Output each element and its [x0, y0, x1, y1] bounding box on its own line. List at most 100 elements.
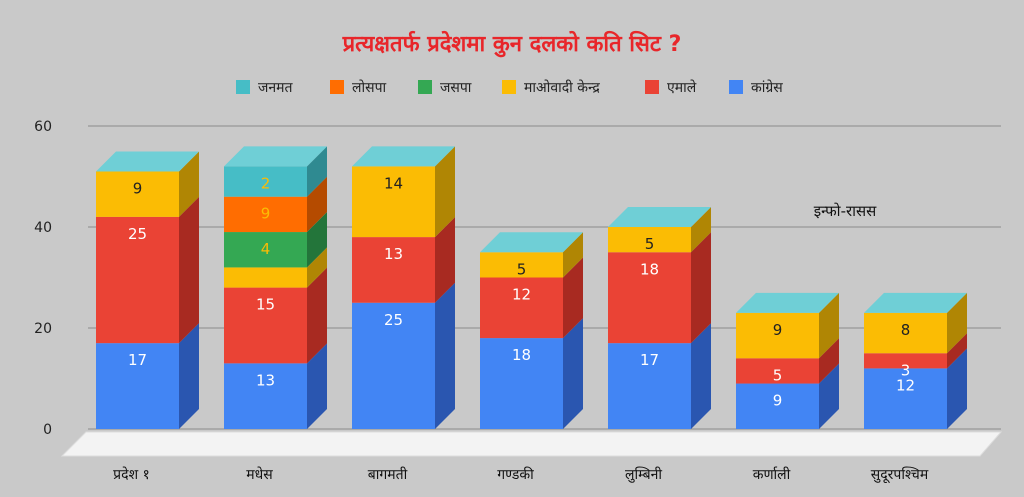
legend-swatch: [729, 80, 743, 94]
data-label: 5: [645, 235, 655, 253]
legend-swatch: [418, 80, 432, 94]
legend-label: कांग्रेस: [751, 79, 783, 96]
bar-segment-side: [691, 207, 711, 253]
bar-top-face: [864, 292, 967, 313]
category-label: सुदूरपश्चिम: [871, 466, 929, 484]
bar-segment: [608, 252, 691, 344]
data-label: 3: [901, 361, 911, 379]
category-label: लुम्बिनी: [625, 466, 662, 483]
bar-segment: [224, 287, 307, 364]
bar-segment: [480, 252, 563, 278]
data-label: 5: [517, 260, 527, 278]
bar-segment-side: [307, 176, 327, 233]
data-label: 18: [512, 346, 531, 364]
bar-top-face: [480, 232, 583, 253]
bar-segment-side: [819, 338, 839, 384]
bar-segment-side: [563, 257, 583, 339]
y-tick-label: 60: [34, 119, 52, 135]
bar-segment-side: [819, 292, 839, 359]
legend-label: लोसपा: [352, 79, 387, 96]
bar-segment-side: [307, 267, 327, 364]
data-label: 8: [901, 321, 911, 339]
data-label: 4: [261, 240, 271, 258]
data-label: 18: [640, 260, 659, 278]
bar-segment: [608, 227, 691, 253]
category-label: प्रदेश १: [113, 466, 150, 483]
data-label: 12: [512, 286, 531, 304]
category-label: बागमती: [368, 466, 408, 483]
bar-segment: [736, 312, 819, 359]
bar-segment: [352, 302, 435, 429]
bar-segment: [480, 277, 563, 339]
y-tick-label: 20: [34, 321, 52, 337]
legend-label: जनमत: [258, 80, 294, 96]
bar-segment: [224, 232, 307, 268]
bar-segment-side: [179, 196, 199, 344]
bar-top-face: [224, 146, 327, 167]
bar-segment-side: [307, 247, 327, 288]
category-label: गण्डकी: [497, 466, 534, 483]
bar-segment-side: [307, 212, 327, 268]
bar-segment-side: [691, 232, 711, 344]
y-tick-label: 0: [43, 422, 52, 438]
data-label: 13: [384, 245, 403, 263]
bar-segment: [352, 237, 435, 303]
legend-swatch: [236, 80, 250, 94]
bar-top-face: [736, 292, 839, 313]
bar-top-face: [96, 151, 199, 172]
bar-segment: [864, 353, 947, 369]
bar-segment-side: [435, 146, 455, 238]
data-label: 17: [128, 351, 147, 369]
bar-segment: [224, 166, 307, 197]
bar-segment: [480, 338, 563, 429]
legend-swatch: [330, 80, 344, 94]
bar-segment-side: [563, 232, 583, 278]
bar-segment: [96, 216, 179, 344]
data-label: 17: [640, 351, 659, 369]
bar-segment-side: [947, 333, 967, 369]
bar-segment: [224, 267, 307, 288]
bar-segment: [736, 383, 819, 429]
category-label: कर्णाली: [753, 466, 791, 483]
bar-segment-side: [307, 146, 327, 197]
bar-segment: [96, 171, 179, 217]
chart-annotation: इन्फो-रासस: [814, 202, 877, 220]
bar-stack: 17 18 5: [608, 207, 711, 429]
bar-top-face: [608, 207, 711, 227]
data-label: 5: [773, 366, 783, 384]
data-label: 25: [128, 225, 147, 243]
bar-stack: 25 13 14: [352, 146, 455, 429]
y-tick-label: 40: [34, 220, 52, 236]
legend-swatch: [645, 80, 659, 94]
data-label: 14: [384, 174, 403, 192]
bar-stack: 9 5 9: [736, 292, 839, 429]
legend: जनमत लोसपा जसपा माओवादी केन्द्र एमाले कांग्रे…: [236, 79, 783, 96]
bar-segment-side: [435, 217, 455, 303]
chart-floor: [60, 431, 1003, 457]
data-label: 12: [896, 376, 915, 394]
legend-swatch: [502, 80, 516, 94]
bar-top-face: [352, 146, 455, 167]
floor-plane: [60, 431, 1003, 457]
bar-segment-side: [179, 151, 199, 217]
data-label: 9: [261, 205, 271, 223]
data-label: 9: [773, 392, 783, 410]
legend-label: माओवादी केन्द्र: [524, 79, 600, 96]
bar-segment-side: [563, 318, 583, 429]
bar-segment-side: [307, 343, 327, 429]
chart-title: प्रत्यक्षतर्फ प्रदेशमा कुन दलको कति सिट …: [342, 30, 682, 58]
data-label: 9: [133, 179, 143, 197]
data-label: 15: [256, 296, 275, 314]
bar-segment: [224, 363, 307, 429]
bar-segment: [352, 166, 435, 238]
bar-segment-side: [947, 292, 967, 354]
data-label: 13: [256, 371, 275, 389]
data-label: 2: [261, 174, 271, 192]
bar-segment: [864, 312, 947, 354]
category-labels: प्रदेश १ मधेस बागमती गण्डकी लुम्बिनी कर्णाली स…: [113, 466, 929, 484]
bar-stack: 17 25 9: [96, 151, 199, 429]
bar-segment-side: [819, 363, 839, 429]
bar-stack: 18 12 5: [480, 232, 583, 429]
